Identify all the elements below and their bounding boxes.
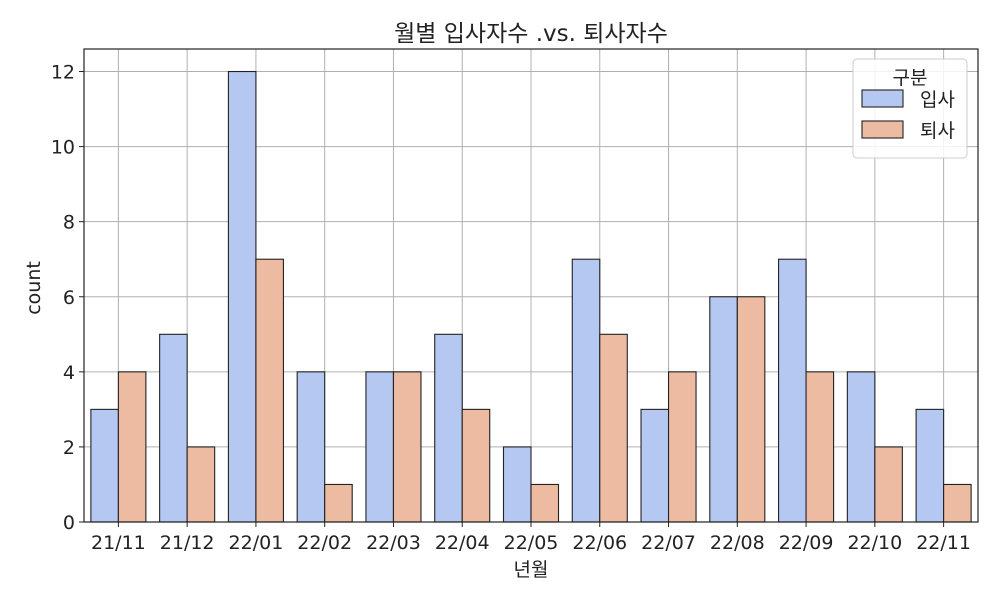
legend-swatch-퇴사: [861, 120, 904, 139]
bar-입사-22/07: [640, 408, 670, 523]
bar-퇴사-21/11: [117, 371, 147, 523]
bar-입사-22/03: [365, 371, 395, 523]
y-ticks: 0 2 4 6 8 10 12: [51, 62, 84, 534]
x-tick-label: 22/11: [916, 532, 971, 554]
bar-퇴사-22/06: [599, 333, 628, 523]
bar-퇴사-22/09: [805, 371, 835, 523]
x-ticks: 21/11 21/12 22/01 22/02 22/03 22/04 22/05 22/06…: [91, 522, 971, 554]
legend-title: 구분: [893, 67, 928, 89]
x-tick-label: 22/05: [504, 532, 559, 554]
bar-퇴사-22/08: [736, 296, 766, 523]
bar-퇴사-21/12: [186, 446, 216, 523]
x-tick-label: 22/06: [572, 532, 627, 554]
x-axis-label: 년월: [514, 559, 549, 581]
bar-퇴사-22/02: [324, 483, 353, 523]
x-tick-label: 22/08: [710, 532, 765, 554]
chart-title: 월별 입사자수 .vs. 퇴사자수: [394, 21, 668, 47]
x-tick-label: 21/12: [160, 532, 215, 554]
bar-입사-22/04: [434, 333, 463, 523]
bar-입사-21/11: [90, 408, 119, 523]
x-tick-label: 22/01: [229, 532, 284, 554]
x-tick-label: 21/11: [91, 532, 146, 554]
y-tick-label: 8: [63, 212, 75, 234]
y-axis-label: count: [23, 261, 45, 315]
bar-입사-22/01: [227, 70, 257, 523]
bar-입사-22/11: [915, 408, 945, 523]
legend-label-입사: 입사: [920, 89, 955, 111]
bar-입사-22/09: [778, 258, 807, 523]
x-tick-label: 22/02: [297, 532, 352, 554]
x-tick-label: 22/09: [779, 532, 834, 554]
x-tick-label: 22/04: [435, 532, 490, 554]
bar-퇴사-22/03: [392, 371, 422, 523]
bar-퇴사-22/11: [943, 483, 972, 523]
bar-퇴사-22/04: [461, 408, 491, 523]
legend-swatch-입사: [861, 89, 904, 108]
legend-label-퇴사: 퇴사: [920, 120, 955, 142]
y-tick-label: 0: [63, 512, 75, 534]
bar-입사-22/10: [846, 371, 876, 523]
bar-퇴사-22/07: [667, 371, 697, 523]
bars: [90, 70, 972, 523]
x-tick-label: 22/07: [641, 532, 696, 554]
bar-퇴사-22/10: [874, 446, 903, 523]
y-tick-label: 4: [63, 362, 75, 384]
x-tick-label: 22/10: [847, 532, 902, 554]
bar-입사-22/05: [502, 446, 532, 523]
y-tick-label: 6: [63, 287, 75, 309]
bar-퇴사-22/05: [530, 483, 560, 523]
bar-퇴사-22/01: [255, 258, 284, 523]
x-tick-label: 22/03: [366, 532, 421, 554]
y-tick-label: 10: [51, 137, 75, 159]
y-tick-label: 12: [51, 62, 75, 84]
bar-입사-21/12: [159, 333, 188, 523]
bar-입사-22/08: [709, 296, 738, 523]
bar-입사-22/06: [571, 258, 601, 523]
y-tick-label: 2: [63, 437, 75, 459]
bar-입사-22/02: [296, 371, 326, 523]
